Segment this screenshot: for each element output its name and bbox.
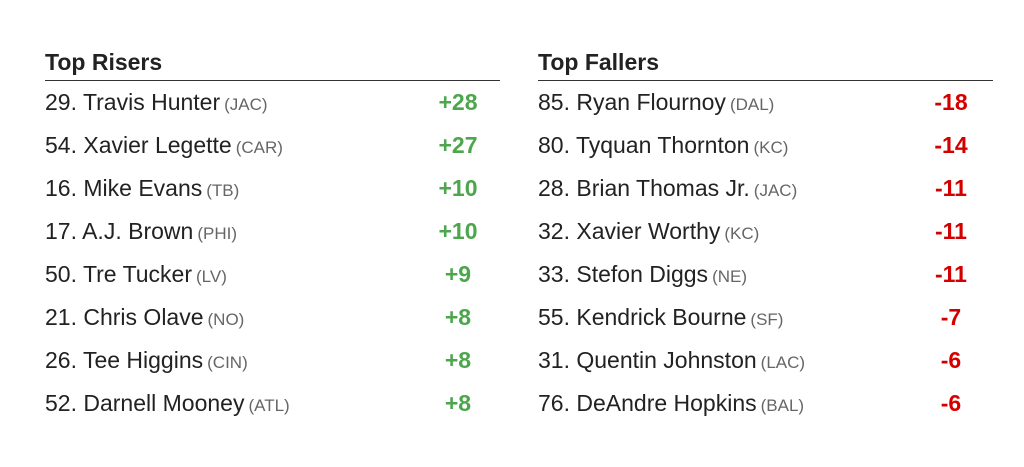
rank-change: +8 [444, 347, 472, 373]
player-row: 52. Darnell Mooney (ATL) +8 [45, 382, 500, 425]
team-abbr: (ATL) [248, 396, 290, 415]
team-abbr: (CIN) [207, 353, 248, 372]
player-name: 21. Chris Olave [45, 304, 204, 330]
rank-change: -7 [940, 304, 962, 330]
rank-change: +8 [444, 304, 472, 330]
player-name: 31. Quentin Johnston [538, 347, 757, 373]
player-name: 16. Mike Evans [45, 175, 203, 201]
panel-title: Top Fallers [538, 44, 993, 81]
rows: 85. Ryan Flournoy (DAL) -18 80. Tyquan Thor… [538, 81, 993, 425]
player-row: 55. Kendrick Bourne (SF) -7 [538, 296, 993, 339]
rank-change: -6 [940, 390, 962, 416]
team-abbr: (KC) [724, 224, 760, 243]
player-name: 80. Tyquan Thornton [538, 132, 750, 158]
player-name: 52. Darnell Mooney [45, 390, 245, 416]
player-name: 29. Travis Hunter [45, 89, 221, 115]
player-row: 54. Xavier Legette (CAR) +27 [45, 124, 500, 167]
rank-change: -11 [935, 175, 967, 201]
player-name: 26. Tee Higgins [45, 347, 204, 373]
player-row: 17. A.J. Brown (PHI) +10 [45, 210, 500, 253]
panel-title: Top Risers [45, 44, 500, 81]
rank-change: +10 [438, 175, 478, 201]
fallers-panel: Top Fallers 85. Ryan Flournoy (DAL) -18 80.… [538, 44, 993, 425]
rank-change: +27 [438, 132, 478, 158]
player-name: 50. Tre Tucker [45, 261, 193, 287]
team-abbr: (SF) [750, 310, 784, 329]
player-name: 32. Xavier Worthy [538, 218, 721, 244]
rank-change: +10 [438, 218, 478, 244]
player-row: 31. Quentin Johnston (LAC) -6 [538, 339, 993, 382]
rows: 29. Travis Hunter (JAC) +28 54. Xavier Lege… [45, 81, 500, 425]
player-row: 32. Xavier Worthy (KC) -11 [538, 210, 993, 253]
rank-change: -14 [934, 132, 968, 158]
rank-change: -18 [934, 89, 968, 115]
team-abbr: (JAC) [753, 181, 798, 200]
player-name: 28. Brian Thomas Jr. [538, 175, 750, 201]
team-abbr: (JAC) [224, 95, 268, 114]
player-row: 80. Tyquan Thornton (KC) -14 [538, 124, 993, 167]
player-name: 76. DeAndre Hopkins [538, 390, 757, 416]
player-row: 50. Tre Tucker (LV) +9 [45, 253, 500, 296]
player-row: 16. Mike Evans (TB) +10 [45, 167, 500, 210]
rank-change: -11 [935, 218, 967, 244]
rank-change: +8 [444, 390, 472, 416]
player-row: 85. Ryan Flournoy (DAL) -18 [538, 81, 993, 124]
team-abbr: (LAC) [760, 353, 806, 372]
player-row: 21. Chris Olave (NO) +8 [45, 296, 500, 339]
rank-change: +9 [444, 261, 472, 287]
player-name: 17. A.J. Brown [45, 218, 194, 244]
rank-change: -11 [935, 261, 967, 287]
player-name: 54. Xavier Legette [45, 132, 232, 158]
team-abbr: (BAL) [760, 396, 805, 415]
team-abbr: (NE) [712, 267, 748, 286]
rank-change: +28 [438, 89, 478, 115]
player-row: 29. Travis Hunter (JAC) +28 [45, 81, 500, 124]
rank-change: -6 [940, 347, 962, 373]
team-abbr: (NO) [207, 310, 245, 329]
team-abbr: (KC) [753, 138, 789, 157]
player-name: 85. Ryan Flournoy [538, 89, 726, 115]
team-abbr: (DAL) [729, 95, 775, 114]
team-abbr: (TB) [206, 181, 240, 200]
team-abbr: (CAR) [235, 138, 283, 157]
team-abbr: (PHI) [197, 224, 237, 243]
team-abbr: (LV) [196, 267, 227, 286]
player-name: 55. Kendrick Bourne [538, 304, 747, 330]
player-row: 26. Tee Higgins (CIN) +8 [45, 339, 500, 382]
player-row: 76. DeAndre Hopkins (BAL) -6 [538, 382, 993, 425]
player-row: 33. Stefon Diggs (NE) -11 [538, 253, 993, 296]
player-row: 28. Brian Thomas Jr. (JAC) -11 [538, 167, 993, 210]
player-name: 33. Stefon Diggs [538, 261, 709, 287]
risers-panel: Top Risers 29. Travis Hunter (JAC) +28 54. … [45, 44, 500, 425]
